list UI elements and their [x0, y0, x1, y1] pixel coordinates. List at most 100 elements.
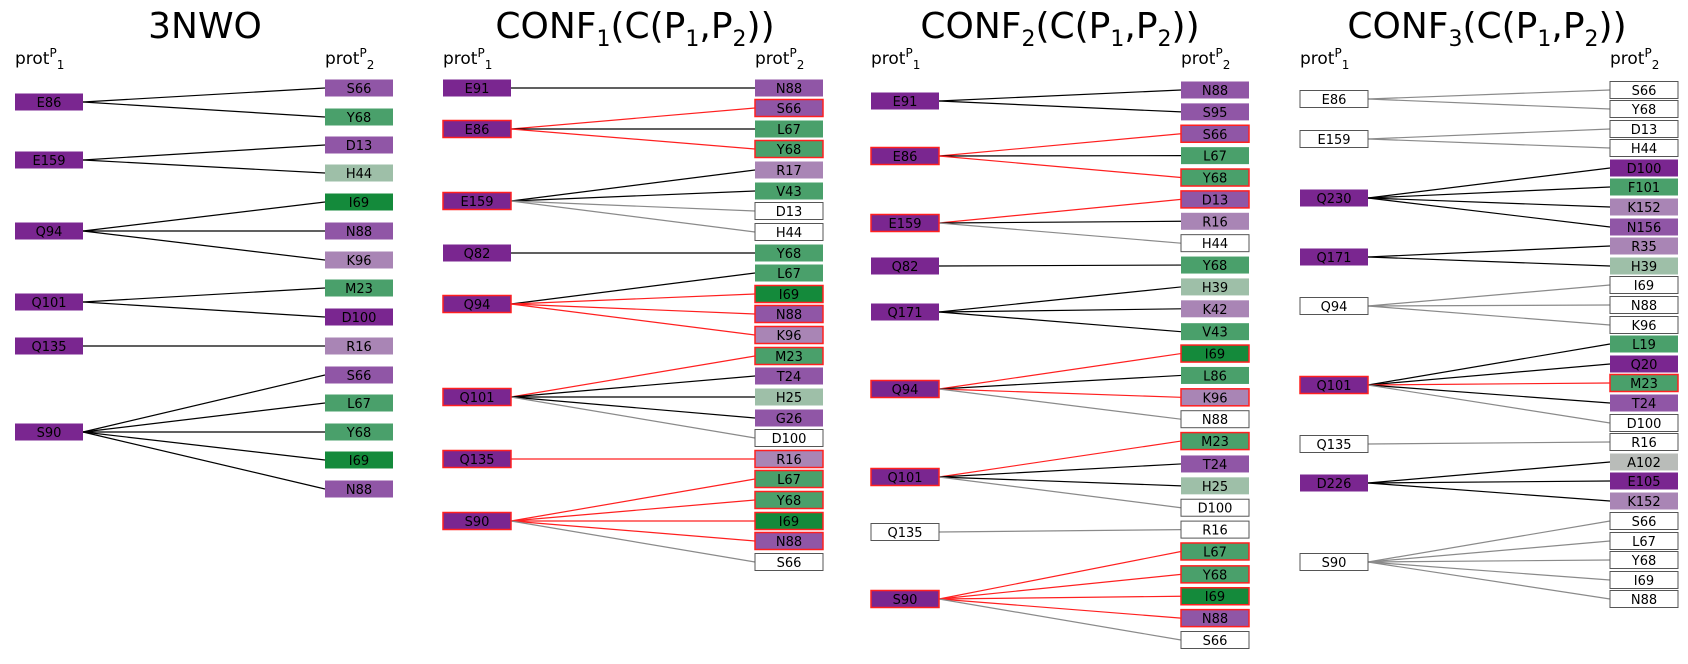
left-header: protP1 — [15, 46, 64, 72]
residue-label: E86 — [465, 123, 490, 138]
residue-label: T24 — [1202, 458, 1227, 473]
right-residue: D13 — [325, 136, 393, 154]
residue-box — [1609, 139, 1679, 157]
residue-box — [870, 213, 940, 233]
right-residue: L67 — [1609, 532, 1679, 550]
residue-label: R16 — [776, 453, 802, 468]
residue-label: D100 — [1627, 417, 1662, 432]
link-black — [938, 463, 1182, 478]
link-black — [1367, 343, 1611, 386]
residue-box — [325, 480, 393, 498]
residue-label: Q101 — [887, 471, 922, 486]
right-residue: K96 — [754, 325, 824, 345]
residue-label: D100 — [1198, 502, 1233, 517]
residue-box — [755, 367, 823, 385]
right-residue: L86 — [1181, 366, 1249, 384]
left-residue: Q101 — [870, 467, 940, 487]
residue-label: M23 — [1630, 377, 1658, 392]
residue-label: S66 — [1203, 634, 1228, 649]
residue-label: D100 — [1627, 162, 1662, 177]
right-residue: I69 — [1180, 344, 1250, 363]
left-header: protP1 — [443, 46, 492, 72]
right-residue: H44 — [1609, 139, 1679, 157]
right-residue: H39 — [1610, 257, 1678, 275]
residue-box — [325, 222, 393, 240]
right-residue: T24 — [755, 367, 823, 385]
residue-label: S90 — [37, 426, 62, 441]
residue-box — [1610, 453, 1678, 471]
right-residue: Y68 — [1180, 565, 1250, 584]
right-residue: K152 — [1610, 198, 1678, 216]
residue-box — [754, 429, 824, 447]
residue-label: Q94 — [1321, 300, 1348, 315]
residue-box — [870, 467, 940, 487]
residue-label: N88 — [1631, 593, 1657, 608]
residue-box — [1181, 455, 1249, 473]
residue-box — [755, 161, 823, 179]
residue-label: N88 — [1202, 612, 1228, 627]
residue-box — [1609, 433, 1679, 451]
link-black — [1367, 482, 1611, 502]
link-black — [82, 144, 326, 161]
residue-box — [1300, 189, 1368, 207]
residue-box — [754, 469, 824, 489]
link-black — [1367, 363, 1611, 386]
left-residue: S90 — [1299, 553, 1369, 571]
link-red — [510, 107, 756, 130]
residue-label: Q230 — [1316, 192, 1351, 207]
panel-title: CONF2(C(P1,P2)) — [920, 6, 1199, 52]
left-residue: Q230 — [1300, 189, 1368, 207]
residue-box — [1180, 388, 1250, 407]
residue-label: E159 — [888, 217, 921, 232]
link-gray — [938, 476, 1182, 509]
residue-box — [15, 222, 83, 240]
residue-label: L19 — [1632, 338, 1656, 353]
link-gray — [1367, 305, 1611, 326]
right-residue: I69 — [754, 511, 824, 531]
residue-label: H44 — [346, 167, 372, 182]
right-residue: Y68 — [1181, 256, 1249, 274]
residue-box — [1180, 234, 1250, 253]
residue-label: N88 — [1631, 299, 1657, 314]
right-residue: I69 — [1609, 571, 1679, 589]
right-residue: D100 — [1180, 498, 1250, 517]
link-black — [82, 101, 326, 118]
link-black — [82, 230, 326, 261]
residue-box — [754, 325, 824, 345]
link-red — [938, 198, 1182, 224]
link-gray — [1367, 559, 1611, 563]
residue-box — [1180, 631, 1250, 649]
residue-box — [325, 164, 393, 182]
residue-box — [1299, 130, 1369, 148]
link-black — [82, 374, 326, 433]
residue-box — [754, 304, 824, 324]
link-black — [938, 220, 1182, 224]
left-residue: E86 — [1299, 90, 1369, 108]
residue-label: Y68 — [1202, 259, 1227, 274]
right-residue: H25 — [755, 388, 823, 406]
residue-box — [1609, 316, 1679, 334]
residue-label: Q135 — [887, 526, 922, 541]
residue-box — [754, 284, 824, 304]
residue-label: Y68 — [1202, 172, 1227, 187]
residue-box — [1180, 410, 1250, 429]
link-red — [510, 128, 756, 150]
right-residue: S66 — [1609, 512, 1679, 530]
panel-2: CONF1(C(P1,P2))protP1 protP2 E91 E86 E159 Q82… — [442, 6, 824, 571]
left-residue: E86 — [870, 146, 940, 166]
left-residue: Q171 — [1300, 248, 1368, 266]
right-residue: Y68 — [325, 108, 393, 126]
residue-label: I69 — [779, 515, 799, 530]
residue-label: N88 — [1202, 84, 1228, 99]
link-gray — [938, 388, 1182, 420]
link-gray — [1367, 561, 1611, 581]
residue-label: E159 — [460, 195, 493, 210]
residue-box — [870, 379, 940, 399]
residue-box — [442, 387, 512, 407]
right-residue: L67 — [755, 120, 823, 138]
residue-box — [15, 151, 83, 169]
link-gray — [1367, 561, 1611, 600]
residue-label: L67 — [347, 397, 371, 412]
residue-box — [754, 511, 824, 531]
residue-label: Q82 — [464, 247, 491, 262]
